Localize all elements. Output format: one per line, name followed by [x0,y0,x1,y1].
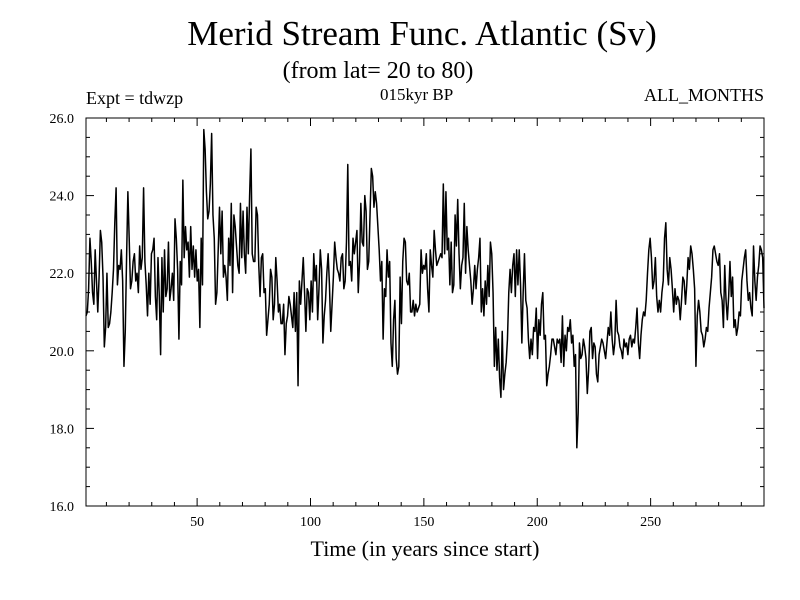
x-axis-label: Time (in years since start) [310,536,540,561]
y-tick-label: 26.0 [50,112,75,127]
plot-frame [85,117,765,507]
x-tick-label: 100 [300,515,321,530]
y-tick-label: 24.0 [50,190,75,205]
ticks [86,117,764,507]
series-line [85,128,765,449]
tick-labels: 50 100 150 200 250 16.0 18.0 20.0 22.0 24.0 26.0 [50,112,662,530]
x-tick-label: 150 [413,515,434,530]
months-label: ALL_MONTHS [644,85,764,105]
x-tick-label: 50 [190,515,204,530]
y-tick-label: 20.0 [50,345,75,360]
experiment-label: Expt = tdwzp [86,88,184,108]
period-label: 015kyr BP [380,85,454,104]
x-tick-label: 250 [640,515,661,530]
chart-subtitle: (from lat= 20 to 80) [282,58,474,84]
y-tick-label: 16.0 [50,500,75,515]
y-tick-label: 18.0 [50,422,75,437]
y-tick-label: 22.0 [50,267,75,282]
x-tick-label: 200 [527,515,548,530]
chart-title: Merid Stream Func. Atlantic (Sv) [187,14,657,53]
